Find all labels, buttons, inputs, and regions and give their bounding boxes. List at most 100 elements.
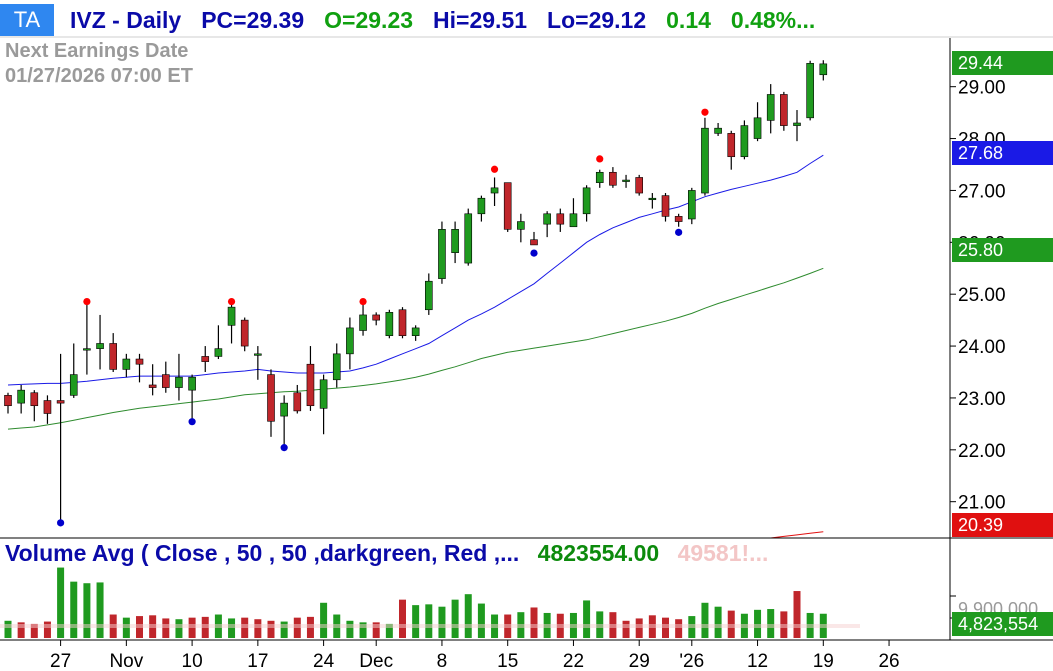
volume-bars: [0, 567, 860, 638]
low-signal-dot: [675, 228, 683, 236]
red-ma-price-box: 20.39: [952, 513, 1053, 537]
change-label: 0.14: [666, 6, 711, 33]
candle-body: [96, 343, 104, 349]
candle-body: [17, 389, 25, 404]
volume-bar: [385, 623, 393, 638]
candle-body: [175, 376, 183, 388]
candle-body: [766, 94, 775, 121]
low-label: Lo=29.12: [547, 6, 647, 33]
candle-body: [201, 356, 210, 362]
candle-body: [240, 319, 249, 347]
candle-body: [346, 327, 354, 355]
volume-bar: [162, 618, 170, 638]
open-label: O=29.23: [324, 6, 414, 33]
candle-body: [188, 376, 196, 391]
symbol-label: IVZ - Daily: [70, 6, 182, 33]
y-tick-label: 21.00: [958, 493, 1006, 514]
volume-value: 4823554.00: [537, 540, 660, 566]
volume-bar: [635, 618, 643, 638]
volume-bar: [57, 567, 65, 638]
candle-body: [661, 195, 670, 217]
low-signal-dot: [188, 418, 196, 426]
volume-bar: [280, 621, 288, 638]
volume-bar: [438, 606, 446, 638]
candle-body: [609, 171, 617, 186]
x-tick-label: 26: [878, 651, 899, 671]
candle-body: [793, 122, 801, 126]
ta-badge[interactable]: TA: [0, 4, 54, 36]
x-tick-label: 10: [182, 651, 203, 671]
candle-body: [648, 197, 657, 201]
volume-bar: [412, 605, 420, 638]
volume-bar: [793, 591, 801, 638]
high-signal-dot: [490, 165, 499, 173]
chart-header: TA IVZ - Daily PC=29.39 O=29.23 Hi=29.51…: [0, 4, 835, 36]
axes: [0, 36, 1053, 646]
ma-blue-line: [7, 154, 824, 386]
volume-bar: [254, 619, 262, 638]
candle-body: [43, 400, 52, 414]
volume-bar: [175, 619, 183, 638]
candle-body: [214, 348, 223, 357]
y-tick-label: 27.00: [958, 181, 1006, 202]
candle-body: [569, 213, 578, 228]
low-signal-dot: [530, 249, 538, 257]
high-signal-dot: [359, 297, 367, 306]
candle-body: [398, 309, 407, 336]
candle-body: [543, 213, 551, 225]
y-axis-tick-labels: 21.0022.0023.0024.0025.0026.0027.0028.00…: [958, 78, 1006, 514]
candle-body: [332, 353, 341, 381]
candle-body: [254, 353, 262, 356]
last-price-box: 29.44: [952, 51, 1053, 75]
volume-bar: [346, 620, 354, 638]
candle-body: [635, 177, 644, 194]
high-signal-dot: [701, 108, 709, 116]
earnings-datetime: 01/27/2026 07:00 ET: [5, 65, 193, 87]
blue-ma-price-box: 27.68: [952, 141, 1053, 165]
x-tick-label: 24: [313, 651, 335, 671]
candle-body: [56, 400, 65, 404]
volume-bar: [399, 599, 406, 638]
candle-body: [69, 374, 78, 396]
candle-body: [438, 229, 446, 279]
x-tick-label: 15: [497, 651, 518, 671]
green-ma-price-box: 25.80: [952, 238, 1053, 262]
volume-bar: [675, 619, 683, 638]
volume-bar: [530, 607, 538, 638]
ma-green-line: [7, 267, 824, 430]
candle-body: [267, 374, 275, 422]
high-signal-dot: [83, 297, 91, 306]
volume-bar: [622, 620, 630, 638]
volume-bar: [96, 582, 104, 638]
volume-bar: [70, 581, 78, 638]
volume-bar: [477, 603, 485, 638]
candle-body: [109, 343, 117, 370]
candle-body: [503, 182, 512, 230]
candle-body: [556, 213, 565, 225]
prev-close-label: PC=29.39: [201, 6, 305, 33]
y-tick-label: 25.00: [958, 285, 1006, 306]
volume-bar: [267, 620, 275, 638]
volume-bar: [425, 604, 433, 638]
volume-bar: [451, 599, 459, 638]
candle-body: [319, 379, 328, 409]
x-tick-label: 8: [437, 651, 448, 671]
y-tick-label: 24.00: [958, 337, 1006, 358]
earnings-title: Next Earnings Date: [5, 40, 189, 62]
candle-body: [727, 133, 736, 158]
candle-body: [464, 213, 473, 264]
x-axis-tick-labels: 27 Nov 10 17 24 Dec 8 15 22 29 '26 12 19 26: [50, 651, 900, 671]
x-tick-label: '26: [679, 651, 704, 671]
candle-body: [227, 306, 236, 326]
x-tick-label: Nov: [109, 651, 143, 671]
volume-bar: [701, 602, 709, 638]
volume-price-box: 4,823,554: [952, 612, 1053, 636]
candle-body: [595, 171, 604, 183]
candle-body: [135, 358, 144, 365]
y-tick-label: 22.00: [958, 441, 1006, 462]
candle-body: [582, 187, 591, 215]
volume-bar: [30, 623, 38, 638]
candle-body: [490, 187, 499, 194]
moving-average-lines: [7, 154, 824, 539]
candle-body: [819, 63, 828, 76]
